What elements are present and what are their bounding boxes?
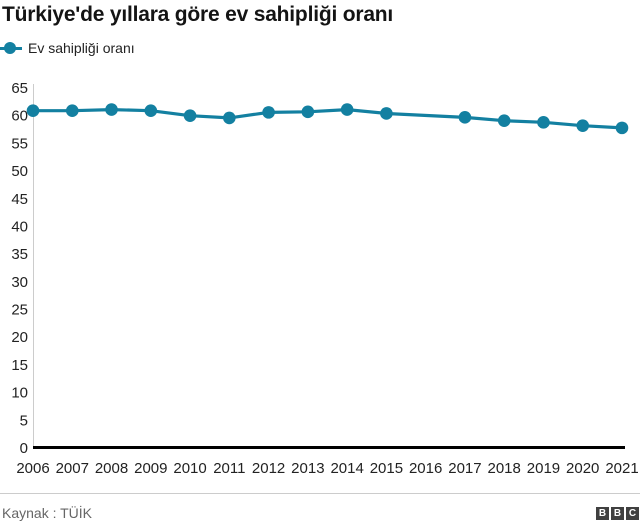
x-tick-label: 2011	[213, 460, 245, 477]
data-point-marker	[144, 104, 158, 118]
y-tick-label: 25	[11, 302, 28, 319]
data-point-marker	[576, 119, 590, 132]
legend-label: Ev sahipliği oranı	[28, 40, 135, 56]
legend: Ev sahipliği oranı	[0, 40, 135, 56]
y-tick-label: 30	[11, 274, 28, 291]
y-tick-label: 15	[11, 357, 28, 374]
x-tick-label: 2007	[56, 460, 89, 477]
source-text: Kaynak : TÜİK	[2, 505, 93, 521]
legend-line-dot-icon	[0, 41, 22, 55]
y-tick-label: 45	[11, 191, 28, 208]
x-tick-label: 2018	[488, 460, 521, 477]
x-tick-label: 2008	[95, 460, 128, 477]
y-tick-label: 10	[11, 385, 28, 402]
x-tick-label: 2013	[291, 460, 324, 477]
data-point-marker	[105, 103, 118, 116]
data-point-marker	[340, 103, 354, 116]
y-tick-label: 55	[11, 135, 28, 152]
data-point-marker	[65, 104, 79, 118]
data-point-marker	[183, 109, 197, 122]
y-tick-label: 60	[11, 108, 28, 125]
y-tick-label: 0	[20, 440, 28, 457]
data-point-marker	[458, 111, 472, 124]
x-tick-label: 2014	[330, 460, 363, 477]
bbc-logo-letter: B	[596, 507, 609, 520]
bbc-logo-letter: C	[626, 507, 639, 520]
x-tick-label: 2006	[16, 460, 49, 477]
y-tick-label: 65	[11, 80, 28, 97]
x-tick-label: 2010	[173, 460, 206, 477]
x-tick-label: 2020	[566, 460, 599, 477]
footer-divider	[0, 493, 640, 494]
y-tick-label: 35	[11, 246, 28, 263]
line-chart: 0 5 10 15 20 25 30 35 40 45 50 55 60 65 2006 2007 2008 20…	[11, 80, 638, 477]
data-point-marker	[301, 105, 315, 119]
data-point-marker	[223, 111, 236, 125]
y-tick-label: 50	[11, 163, 28, 180]
x-tick-label: 2016	[409, 460, 442, 477]
x-tick-label: 2017	[448, 460, 481, 477]
y-tick-label: 40	[11, 218, 28, 235]
x-tick-label: 2015	[370, 460, 403, 477]
x-tick-label: 2019	[527, 460, 560, 477]
data-point-marker	[380, 107, 393, 120]
x-tick-label: 2021	[605, 460, 638, 477]
bbc-logo-letter: B	[611, 507, 624, 520]
x-tick-label: 2009	[134, 460, 167, 477]
data-point-marker	[262, 106, 275, 119]
x-tick-label: 2012	[252, 460, 285, 477]
data-point-marker	[537, 116, 550, 129]
y-tick-label: 20	[11, 329, 28, 346]
bbc-logo: B B C	[596, 507, 639, 520]
data-point-marker	[26, 104, 40, 118]
chart-title: Türkiye'de yıllara göre ev sahipliği ora…	[2, 3, 394, 26]
y-tick-label: 5	[20, 412, 28, 429]
data-point-marker	[615, 121, 629, 135]
series-line	[33, 107, 623, 130]
data-point-marker	[497, 114, 511, 127]
